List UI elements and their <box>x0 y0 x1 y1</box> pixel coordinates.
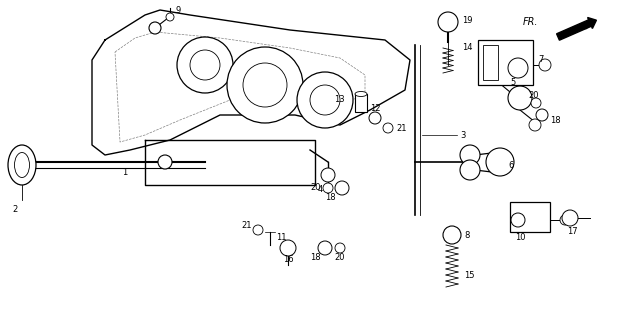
Ellipse shape <box>14 153 29 178</box>
Text: 21: 21 <box>396 124 406 132</box>
Text: 15: 15 <box>464 270 474 279</box>
Text: 19: 19 <box>462 15 472 25</box>
Circle shape <box>486 148 514 176</box>
Text: 20: 20 <box>311 183 321 193</box>
Circle shape <box>323 183 333 193</box>
Circle shape <box>536 109 548 121</box>
Circle shape <box>190 50 220 80</box>
Text: 1: 1 <box>122 167 127 177</box>
Text: 20: 20 <box>528 91 539 100</box>
Circle shape <box>335 181 349 195</box>
Text: 6: 6 <box>508 161 513 170</box>
Text: 20: 20 <box>335 253 345 262</box>
Circle shape <box>562 210 578 226</box>
Text: 8: 8 <box>464 230 469 239</box>
Circle shape <box>243 63 287 107</box>
Circle shape <box>177 37 233 93</box>
Text: 16: 16 <box>282 255 293 265</box>
Text: 11: 11 <box>276 234 286 243</box>
Circle shape <box>335 243 345 253</box>
Text: 5: 5 <box>510 77 515 86</box>
Bar <box>510 202 550 232</box>
Text: 3: 3 <box>460 131 466 140</box>
Ellipse shape <box>8 145 36 185</box>
Circle shape <box>253 225 263 235</box>
Bar <box>483 45 498 80</box>
Text: 4: 4 <box>318 186 322 195</box>
Bar <box>355 94 367 112</box>
Circle shape <box>166 13 174 21</box>
Circle shape <box>280 240 296 256</box>
Circle shape <box>438 12 458 32</box>
Text: 18: 18 <box>325 194 335 203</box>
Text: 14: 14 <box>462 44 472 52</box>
Circle shape <box>383 123 393 133</box>
Text: 12: 12 <box>370 103 380 113</box>
Text: 21: 21 <box>241 220 252 229</box>
Circle shape <box>318 241 332 255</box>
Circle shape <box>227 47 303 123</box>
Circle shape <box>310 85 340 115</box>
Circle shape <box>529 119 541 131</box>
Text: 10: 10 <box>515 234 525 243</box>
Text: 7: 7 <box>538 55 543 65</box>
Circle shape <box>539 59 551 71</box>
Circle shape <box>149 22 161 34</box>
Circle shape <box>460 160 480 180</box>
Circle shape <box>443 226 461 244</box>
Text: 13: 13 <box>334 95 345 105</box>
Ellipse shape <box>355 92 367 97</box>
Circle shape <box>531 98 541 108</box>
Text: 18: 18 <box>309 253 320 262</box>
Circle shape <box>158 155 172 169</box>
Bar <box>478 40 533 85</box>
Circle shape <box>560 215 570 225</box>
Text: 2: 2 <box>12 205 18 214</box>
Circle shape <box>321 168 335 182</box>
Circle shape <box>508 58 528 78</box>
Circle shape <box>511 213 525 227</box>
Text: 18: 18 <box>550 116 561 124</box>
Text: 17: 17 <box>567 228 578 236</box>
Text: 9: 9 <box>175 5 180 14</box>
Circle shape <box>297 72 353 128</box>
FancyArrow shape <box>557 18 596 40</box>
Circle shape <box>460 145 480 165</box>
Circle shape <box>369 112 381 124</box>
Circle shape <box>508 86 532 110</box>
Text: FR.: FR. <box>522 17 538 27</box>
